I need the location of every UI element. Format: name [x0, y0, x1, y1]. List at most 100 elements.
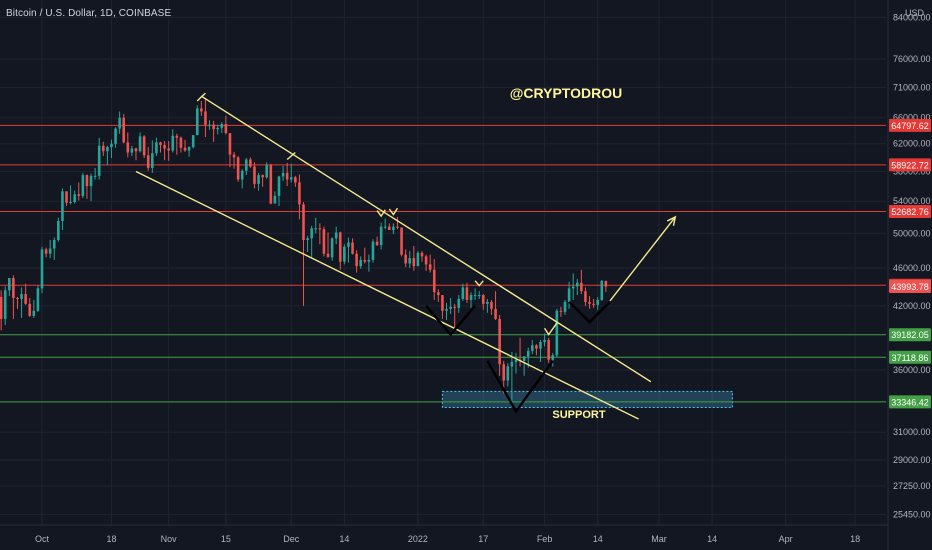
candle-body[interactable] — [32, 310, 36, 316]
candle-body[interactable] — [236, 157, 240, 180]
candle-body[interactable] — [52, 239, 56, 249]
candle-body[interactable] — [510, 361, 514, 367]
candle-body[interactable] — [571, 286, 575, 289]
candle-body[interactable] — [526, 350, 530, 357]
candle-body[interactable] — [449, 306, 452, 309]
candle-body[interactable] — [40, 249, 44, 289]
candle-body[interactable] — [412, 258, 416, 267]
candle-body[interactable] — [596, 299, 599, 305]
candle-body[interactable] — [432, 269, 436, 293]
pattern-v-small-3[interactable] — [376, 209, 386, 218]
pattern-v-february[interactable] — [568, 301, 611, 324]
candle-body[interactable] — [146, 155, 150, 168]
candle-body[interactable] — [604, 280, 608, 287]
candle-body[interactable] — [306, 238, 309, 240]
candle-body[interactable] — [220, 124, 224, 128]
candle-body[interactable] — [371, 241, 375, 260]
candle-body[interactable] — [514, 359, 518, 362]
candle-body[interactable] — [355, 253, 358, 267]
candle-body[interactable] — [114, 128, 117, 144]
candle-body[interactable] — [101, 145, 105, 152]
candle-body[interactable] — [175, 135, 179, 138]
candle-body[interactable] — [167, 148, 170, 151]
candle-body[interactable] — [228, 133, 232, 155]
candle-body[interactable] — [375, 241, 379, 246]
candle-body[interactable] — [208, 124, 211, 126]
candle-body[interactable] — [57, 220, 60, 240]
candle-body[interactable] — [477, 295, 481, 297]
candle-body[interactable] — [3, 290, 7, 319]
candle-body[interactable] — [28, 303, 32, 316]
candle-body[interactable] — [559, 310, 563, 312]
candle-body[interactable] — [126, 142, 130, 153]
candle-body[interactable] — [195, 108, 199, 136]
candle-body[interactable] — [73, 194, 76, 203]
candle-body[interactable] — [522, 356, 526, 361]
candle-body[interactable] — [494, 308, 497, 319]
candle-body[interactable] — [118, 117, 121, 129]
candle-body[interactable] — [343, 246, 346, 262]
channel-lower-line[interactable] — [135, 170, 639, 420]
candle-body[interactable] — [592, 303, 595, 305]
candle-body[interactable] — [326, 253, 330, 258]
pattern-v-january[interactable] — [425, 305, 477, 337]
candle-body[interactable] — [179, 137, 183, 148]
candle-body[interactable] — [535, 345, 538, 349]
candle-body[interactable] — [584, 291, 587, 302]
candle-body[interactable] — [486, 301, 489, 304]
candle-body[interactable] — [253, 166, 256, 184]
candle-body[interactable] — [420, 252, 424, 257]
candle-body[interactable] — [257, 175, 260, 184]
candle-body[interactable] — [12, 278, 15, 298]
candle-body[interactable] — [69, 202, 72, 204]
candle-body[interactable] — [465, 287, 469, 300]
candle-body[interactable] — [338, 232, 342, 262]
candle-body[interactable] — [16, 297, 19, 299]
candle-body[interactable] — [539, 342, 542, 349]
candle-body[interactable] — [388, 226, 391, 230]
candle-body[interactable] — [183, 147, 187, 151]
candle-body[interactable] — [473, 295, 477, 297]
candle-body[interactable] — [441, 295, 444, 311]
candle-body[interactable] — [294, 177, 297, 183]
candle-body[interactable] — [204, 111, 207, 125]
candle-body[interactable] — [134, 148, 138, 152]
pattern-v-small-1[interactable] — [196, 92, 206, 102]
candle-body[interactable] — [216, 127, 219, 130]
candle-body[interactable] — [469, 295, 473, 300]
candle-body[interactable] — [461, 287, 465, 299]
candle-body[interactable] — [481, 295, 485, 304]
candle-body[interactable] — [81, 175, 85, 196]
candle-body[interactable] — [89, 175, 93, 187]
candle-body[interactable] — [383, 226, 387, 228]
candle-body[interactable] — [44, 249, 48, 254]
candle-body[interactable] — [159, 142, 162, 146]
candle-body[interactable] — [8, 278, 11, 291]
candle-body[interactable] — [224, 124, 228, 134]
candle-body[interactable] — [200, 108, 203, 112]
candle-body[interactable] — [367, 259, 371, 262]
candle-body[interactable] — [400, 227, 403, 255]
candle-body[interactable] — [551, 355, 555, 360]
candle-body[interactable] — [310, 228, 313, 239]
candle-body[interactable] — [408, 258, 412, 264]
candle-body[interactable] — [163, 145, 166, 149]
pattern-v-small-4[interactable] — [388, 207, 399, 216]
candle-body[interactable] — [580, 282, 583, 292]
candle-body[interactable] — [506, 366, 510, 381]
candle-body[interactable] — [289, 177, 293, 180]
candle-body[interactable] — [445, 308, 448, 311]
candle-body[interactable] — [543, 339, 546, 343]
candle-body[interactable] — [379, 226, 383, 246]
candle-body[interactable] — [457, 298, 461, 308]
candle-body[interactable] — [392, 226, 395, 230]
candle-body[interactable] — [36, 288, 40, 311]
candle-body[interactable] — [273, 195, 277, 204]
candle-body[interactable] — [187, 147, 191, 151]
channel-upper-line[interactable] — [200, 95, 652, 383]
candle-body[interactable] — [490, 301, 493, 309]
pattern-v-support[interactable] — [486, 360, 554, 414]
candle-body[interactable] — [151, 153, 154, 168]
candle-body[interactable] — [110, 143, 113, 148]
